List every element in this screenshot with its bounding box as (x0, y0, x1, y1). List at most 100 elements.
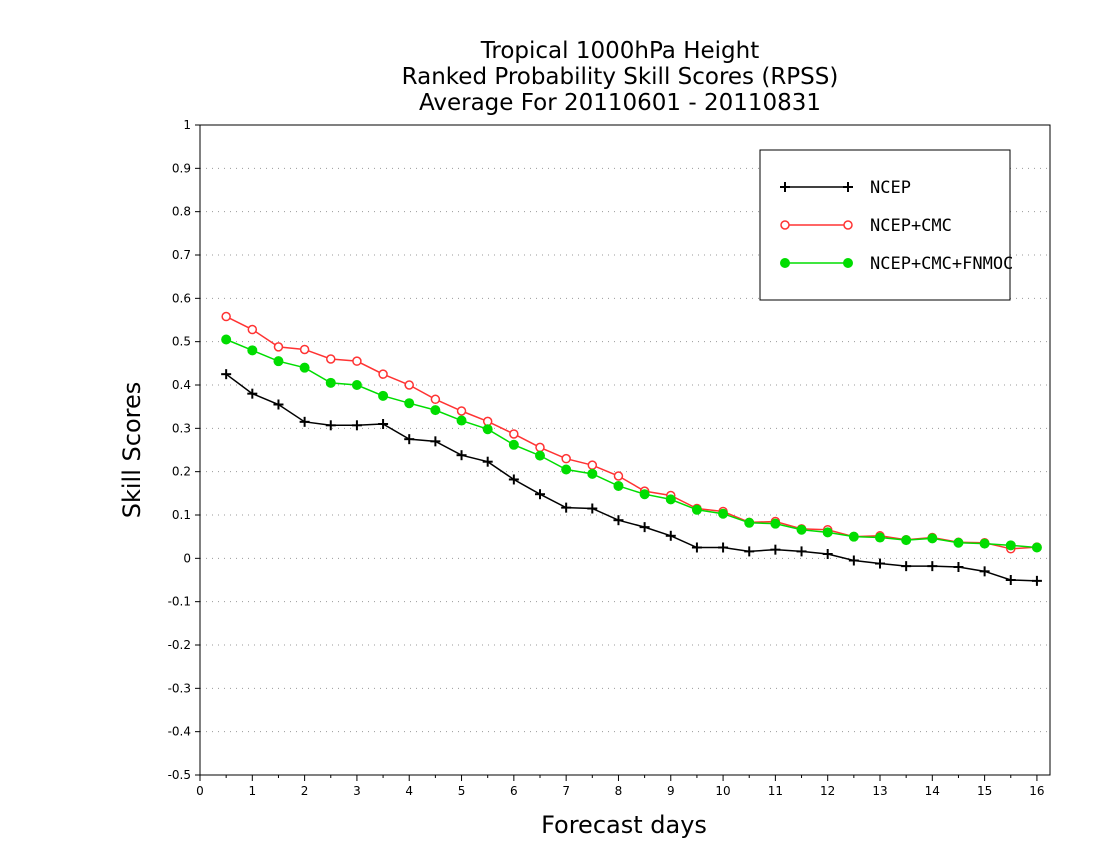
data-point-ncep (1005, 575, 1016, 585)
data-point-ncep-cmc-fnmoc (613, 480, 624, 491)
data-point-ncep (848, 555, 859, 566)
data-point-ncep (770, 544, 781, 555)
data-point-ncep (691, 542, 702, 553)
y-tick-label: -0.5 (168, 768, 191, 782)
axis-ticks: -0.5 -0.4 -0.3 -0.2 -0.1 0 0.1 0.2 0.3 0.4 0.5 0.6 0… (168, 118, 1045, 798)
legend-marker-ncep (843, 182, 853, 192)
data-point-ncep-cmc-fnmoc (508, 439, 519, 450)
y-tick-label: 0 (183, 551, 191, 565)
x-tick-label: 15 (977, 784, 992, 798)
series-lines (221, 311, 1042, 586)
y-tick-label: 0.6 (172, 291, 191, 305)
series-ncep-cmc-fnmoc (221, 334, 1042, 553)
data-point-ncep-cmc-fnmoc (325, 377, 336, 388)
data-point-ncep-cmc-fnmoc (848, 531, 859, 542)
y-tick-label: 1 (183, 118, 191, 132)
data-point-ncep-cmc (299, 344, 310, 355)
data-point-ncep-cmc-fnmoc (744, 517, 755, 528)
series-ncep-cmc (221, 311, 1042, 554)
data-point-ncep-cmc (378, 369, 388, 379)
data-point-ncep-cmc-fnmoc (404, 398, 415, 409)
x-tick-label: 11 (768, 784, 783, 798)
x-tick-label: 14 (925, 784, 940, 798)
data-point-ncep-cmc-fnmoc (979, 538, 990, 549)
data-point-ncep-cmc-fnmoc (456, 415, 467, 426)
data-point-ncep (875, 558, 885, 569)
x-tick-label: 1 (248, 784, 256, 798)
y-tick-label: 0.4 (172, 378, 191, 392)
series-line-ncep (225, 373, 1037, 582)
chart-title: Tropical 1000hPa Height Ranked Probabili… (402, 38, 839, 116)
data-point-ncep-cmc-fnmoc (482, 424, 493, 435)
series-ncep (221, 369, 1042, 586)
y-tick-label: -0.2 (168, 638, 191, 652)
y-tick-label: 0.2 (172, 465, 191, 479)
data-point-ncep (273, 399, 284, 410)
legend-marker-ncep (780, 182, 790, 192)
data-point-ncep-cmc (247, 324, 258, 335)
x-tick-label: 16 (1029, 784, 1044, 798)
data-point-ncep-cmc-fnmoc (953, 537, 964, 548)
data-point-ncep-cmc-fnmoc (273, 356, 284, 367)
data-point-ncep-cmc-fnmoc (718, 508, 729, 519)
data-point-ncep (744, 546, 755, 557)
data-point-ncep-cmc (456, 406, 467, 416)
data-point-ncep (587, 503, 598, 514)
data-point-ncep (979, 566, 990, 577)
x-tick-label: 0 (196, 784, 204, 798)
data-point-ncep-cmc-fnmoc (561, 464, 572, 475)
data-point-ncep-cmc (430, 394, 441, 405)
data-point-ncep (901, 561, 912, 572)
legend-label-ncep-cmc: NCEP+CMC (870, 216, 952, 236)
data-point-ncep-cmc-fnmoc (535, 450, 545, 461)
data-point-ncep-cmc-fnmoc (901, 535, 912, 546)
data-point-ncep (430, 436, 441, 447)
x-tick-label: 6 (510, 784, 518, 798)
data-point-ncep-cmc (352, 356, 362, 366)
y-tick-label: -0.1 (168, 595, 191, 609)
x-tick-label: 5 (458, 784, 466, 798)
data-point-ncep-cmc (404, 380, 414, 390)
data-point-ncep-cmc (326, 354, 336, 364)
data-point-ncep (953, 562, 964, 572)
data-point-ncep-cmc-fnmoc (665, 494, 676, 505)
x-tick-label: 9 (667, 784, 675, 798)
data-point-ncep (665, 530, 676, 541)
data-point-ncep-cmc (509, 429, 519, 439)
x-axis-label: Forecast days (541, 811, 707, 839)
data-point-ncep (508, 474, 519, 485)
y-tick-label: 0.8 (172, 205, 191, 219)
x-tick-label: 2 (301, 784, 309, 798)
data-point-ncep-cmc-fnmoc (247, 345, 258, 356)
legend-marker-ncep-cmc-fnmoc (780, 258, 790, 268)
x-tick-label: 3 (353, 784, 361, 798)
legend: NCEP NCEP+CMC NCEP+CMC+FNMOC (759, 149, 1013, 301)
series-line-ncep-cmc-fnmoc (225, 338, 1037, 549)
data-point-ncep (325, 420, 336, 431)
data-point-ncep-cmc (482, 416, 493, 427)
data-point-ncep-cmc-fnmoc (378, 390, 389, 401)
data-point-ncep-cmc-fnmoc (299, 362, 310, 373)
data-point-ncep-cmc (273, 342, 284, 352)
data-point-ncep-cmc-fnmoc (822, 527, 833, 538)
data-point-ncep-cmc-fnmoc (927, 533, 938, 544)
data-point-ncep-cmc-fnmoc (796, 524, 807, 535)
data-point-ncep (613, 515, 624, 526)
data-point-ncep (561, 502, 572, 513)
data-point-ncep-cmc-fnmoc (770, 518, 781, 529)
data-point-ncep-cmc-fnmoc (1031, 542, 1042, 553)
data-point-ncep (535, 489, 545, 500)
y-tick-label: 0.5 (172, 335, 191, 349)
y-tick-label: 0.7 (172, 248, 191, 262)
data-point-ncep (718, 542, 729, 553)
data-point-ncep-cmc (561, 453, 571, 464)
y-tick-label: 0.3 (172, 421, 191, 435)
legend-label-ncep: NCEP (870, 178, 911, 198)
data-point-ncep (299, 416, 310, 427)
chart-title-line-2: Ranked Probability Skill Scores (RPSS) (402, 64, 839, 90)
data-point-ncep (639, 522, 650, 533)
legend-marker-ncep-cmc-fnmoc (843, 258, 853, 268)
data-point-ncep-cmc-fnmoc (587, 468, 598, 479)
data-point-ncep (404, 434, 415, 445)
